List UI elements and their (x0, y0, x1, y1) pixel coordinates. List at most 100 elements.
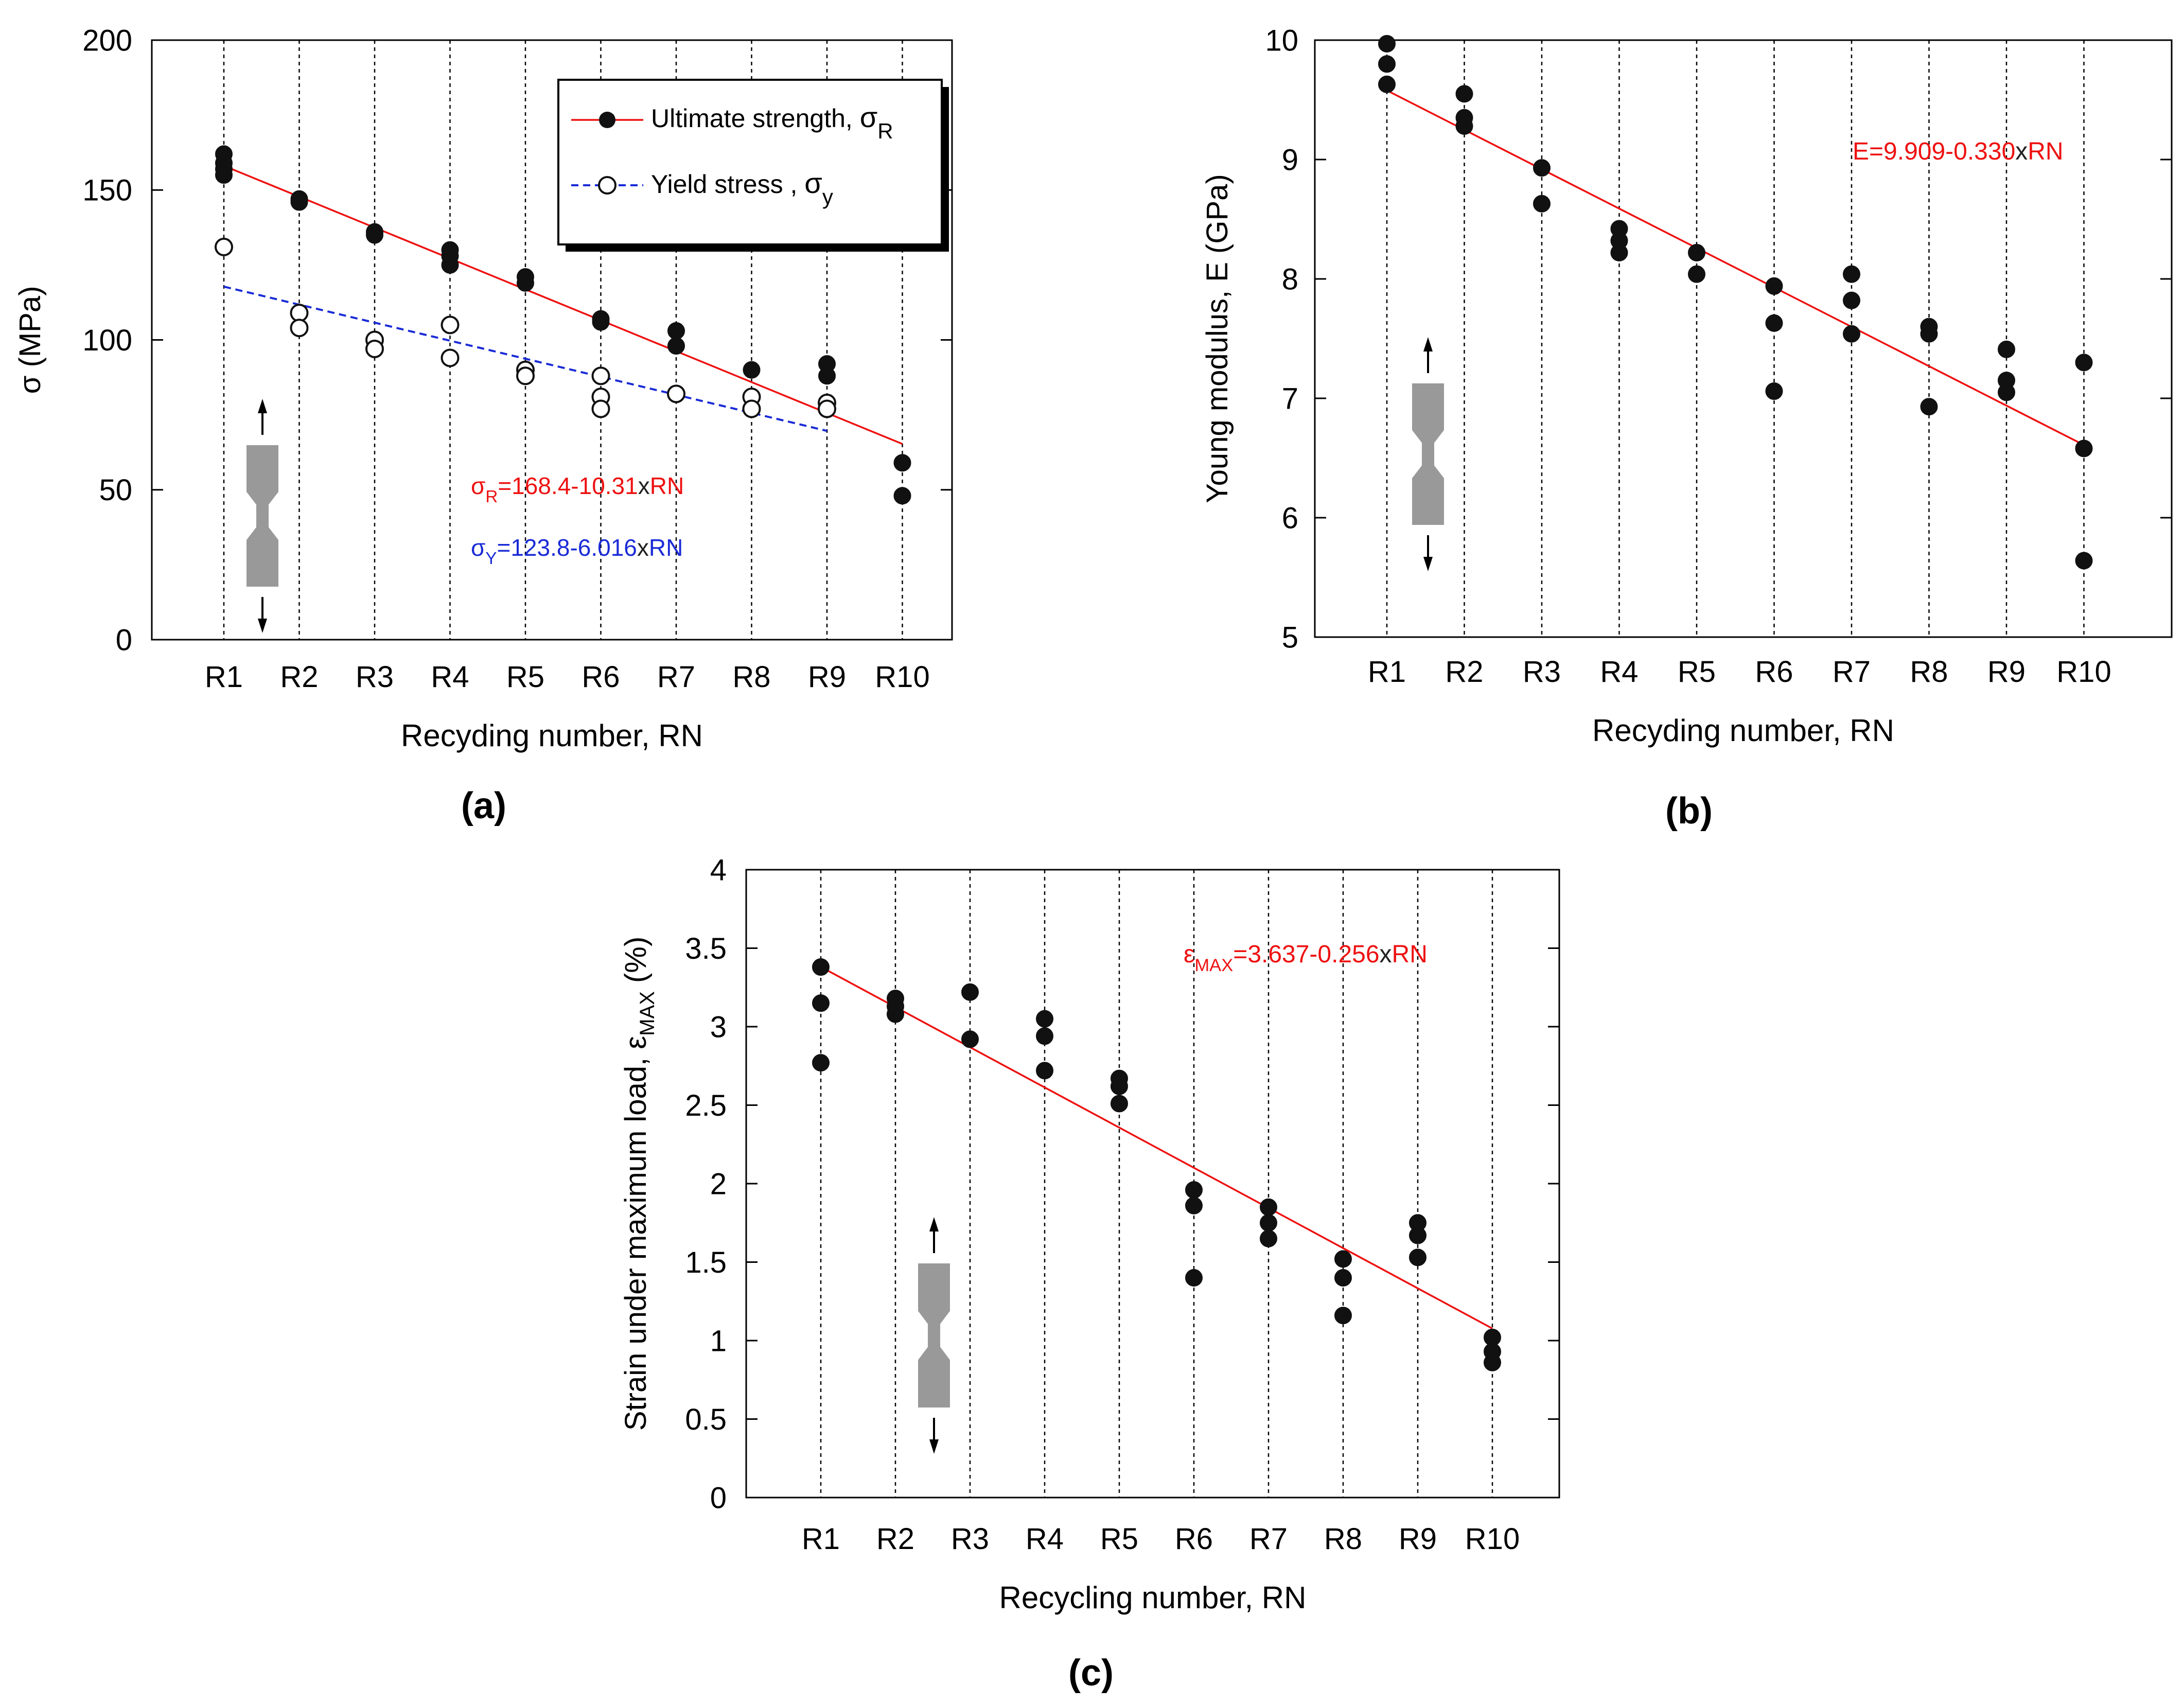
y-tick-label: 150 (82, 174, 132, 207)
data-point (1260, 1198, 1277, 1216)
equation-times: x (2015, 138, 2028, 165)
equation-times: x (1380, 941, 1392, 968)
legend-subscript: y (822, 185, 833, 209)
equation-body: =3.637-0.256 (1233, 941, 1379, 968)
data-point-open (667, 384, 685, 403)
data-point (1036, 1010, 1053, 1028)
data-point (1455, 85, 1473, 103)
data-point (961, 1030, 979, 1048)
data-point (1688, 243, 1705, 261)
arrowhead-down-icon (929, 1439, 939, 1454)
data-point (592, 313, 610, 331)
y-tick-label: 1.5 (685, 1246, 727, 1279)
x-tick-label: R6 (1175, 1522, 1213, 1556)
equation-body: =9.909-0.330 (1869, 138, 2015, 165)
x-tick-label: R8 (1324, 1522, 1362, 1556)
data-point-open (441, 315, 460, 335)
data-point (1378, 34, 1396, 52)
data-point-open (591, 366, 610, 385)
fit-line-main (1386, 90, 2085, 446)
y-tick-label: 9 (1282, 143, 1298, 177)
data-point (1610, 243, 1628, 261)
plot-area (1314, 39, 2173, 638)
data-point (1998, 340, 2015, 358)
x-tick-label: R4 (1026, 1522, 1064, 1556)
x-tick-label: R6 (1755, 655, 1793, 689)
x-tick-label: R2 (1445, 655, 1483, 689)
legend (557, 79, 943, 245)
data-point (1334, 1250, 1352, 1268)
equation-subscript: Y (485, 549, 497, 568)
data-point (1533, 195, 1551, 213)
y-tick-label: 3.5 (685, 932, 727, 965)
panel-b: 5 6 7 8 9 10 R1 R2 R3 R4 R5 R6 R7 R8 R9 R10 Recyding num… (1201, 24, 2173, 832)
x-tick-label: R5 (1100, 1522, 1138, 1556)
x-tick-label: R7 (657, 660, 695, 694)
y-tick-label: 4 (710, 853, 727, 887)
equation-variable: RN (1392, 941, 1428, 968)
data-point (1455, 117, 1473, 135)
x-tick-label: R4 (1600, 655, 1638, 689)
data-point (366, 226, 383, 244)
panel-c: 0 0.5 1 1.5 2 2.5 3 3.5 4 R1 R2 R3 R4 R5 R6 R7 R8 R9 R10 Re… (619, 853, 1560, 1694)
specimen-icon (246, 399, 278, 633)
data-point (2075, 552, 2093, 570)
x-tick-label: R3 (356, 660, 394, 694)
data-point (517, 274, 534, 292)
data-point (1185, 1196, 1203, 1215)
y-tick-label: 3 (710, 1010, 727, 1044)
fit-line-yield (223, 285, 827, 432)
y-axis-label: σ (MPa) (13, 286, 47, 394)
x-axis-label: Recycling number, RN (999, 1580, 1307, 1615)
data-point-open (591, 399, 610, 418)
y-axis-label-text: Young modulus, E (GPa) (1201, 174, 1234, 503)
equation-symbol: ε (1184, 941, 1194, 968)
y-tick-label: 2.5 (685, 1089, 727, 1122)
arrowhead-down-icon (1423, 557, 1433, 571)
data-point (1484, 1353, 1501, 1371)
y-axis-label-text: Strain under maximum load, (619, 1058, 653, 1431)
data-point (1185, 1269, 1203, 1287)
y-tick-label: 10 (1265, 24, 1298, 57)
data-point (1409, 1226, 1426, 1244)
y-tick-label: 7 (1282, 382, 1298, 415)
equation-body: =123.8-6.016 (497, 534, 637, 561)
data-point (1036, 1027, 1053, 1045)
data-point (743, 361, 761, 379)
y-axis-label-unit: (%) (619, 937, 653, 991)
x-tick-label: R9 (1399, 1522, 1437, 1556)
data-point (441, 256, 459, 274)
specimen-shape (918, 1263, 950, 1407)
legend-label-ultimate: Ultimate strength, σR (651, 101, 893, 143)
y-tick-label: 6 (1282, 501, 1298, 535)
data-point (961, 983, 979, 1001)
data-point (1688, 265, 1705, 283)
y-tick-label: 5 (1282, 621, 1298, 654)
x-tick-label: R1 (802, 1522, 840, 1556)
data-point (1409, 1248, 1426, 1266)
data-point (1765, 277, 1783, 295)
data-point (812, 994, 830, 1012)
data-point (1111, 1077, 1128, 1095)
y-axis-label-symbol: ε (619, 1036, 653, 1058)
data-point (1378, 55, 1396, 73)
x-tick-label: R5 (1678, 655, 1716, 689)
equation-subscript: R (485, 487, 498, 506)
data-point (1260, 1214, 1277, 1232)
data-point (1334, 1269, 1352, 1287)
data-point (812, 958, 830, 976)
data-point-open (818, 399, 836, 418)
data-point (1334, 1307, 1352, 1325)
x-tick-label: R4 (431, 660, 469, 694)
arrowhead-down-icon (258, 619, 267, 633)
x-tick-label: R3 (951, 1522, 989, 1556)
specimen-icon (1412, 337, 1444, 571)
data-point (1843, 265, 1860, 283)
y-axis-label: Young modulus, E (GPa) (1201, 174, 1234, 503)
equation-yield: σY=123.8-6.016xRN (471, 534, 683, 568)
y-tick-label: 100 (82, 324, 132, 357)
data-point (1185, 1181, 1203, 1199)
data-point (2075, 354, 2093, 372)
data-point (893, 487, 911, 505)
